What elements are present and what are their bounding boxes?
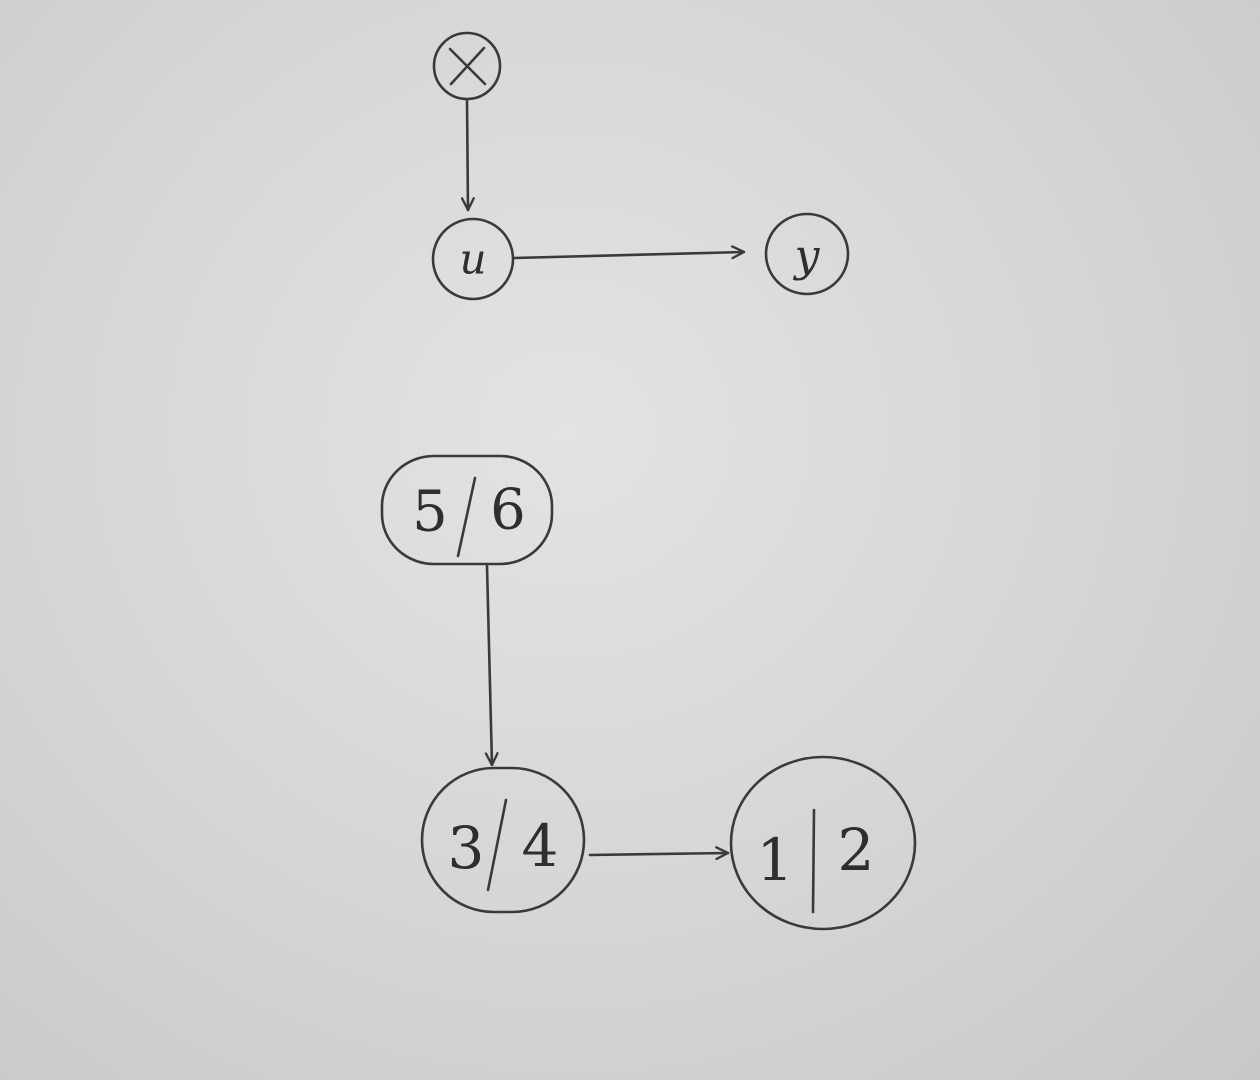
- node-y: y: [764, 212, 850, 296]
- node-y-label: y: [793, 231, 821, 282]
- node-5-6-right: 6: [490, 478, 526, 543]
- node-3-4-divider: [486, 798, 508, 892]
- node-x: x: [432, 31, 502, 101]
- node-1-2: 1 2: [729, 755, 917, 931]
- node-3-4: 3 4: [420, 766, 586, 914]
- node-3-4-left: 3: [448, 814, 485, 882]
- node-5-6-divider: [456, 476, 477, 558]
- edge-3-4-to-1-2: [588, 853, 730, 855]
- node-1-2-right: 2: [838, 816, 875, 884]
- edge-5-6-to-3-4: [487, 564, 492, 765]
- edge-u-to-y: [512, 252, 744, 258]
- node-5-6: 5 6: [380, 454, 554, 566]
- node-u-label: u: [459, 235, 486, 284]
- crossed-circle-icon: [448, 46, 487, 86]
- edge-x-to-u: [467, 98, 468, 212]
- node-1-2-left: 1: [757, 826, 794, 894]
- blocks-diagram: 5 6 3 4 1 2: [380, 454, 917, 931]
- node-3-4-right: 4: [522, 812, 559, 880]
- node-u: u: [431, 217, 515, 301]
- node-1-2-divider: [811, 808, 816, 914]
- variables-diagram: x u y: [431, 31, 850, 301]
- node-5-6-left: 5: [412, 480, 448, 545]
